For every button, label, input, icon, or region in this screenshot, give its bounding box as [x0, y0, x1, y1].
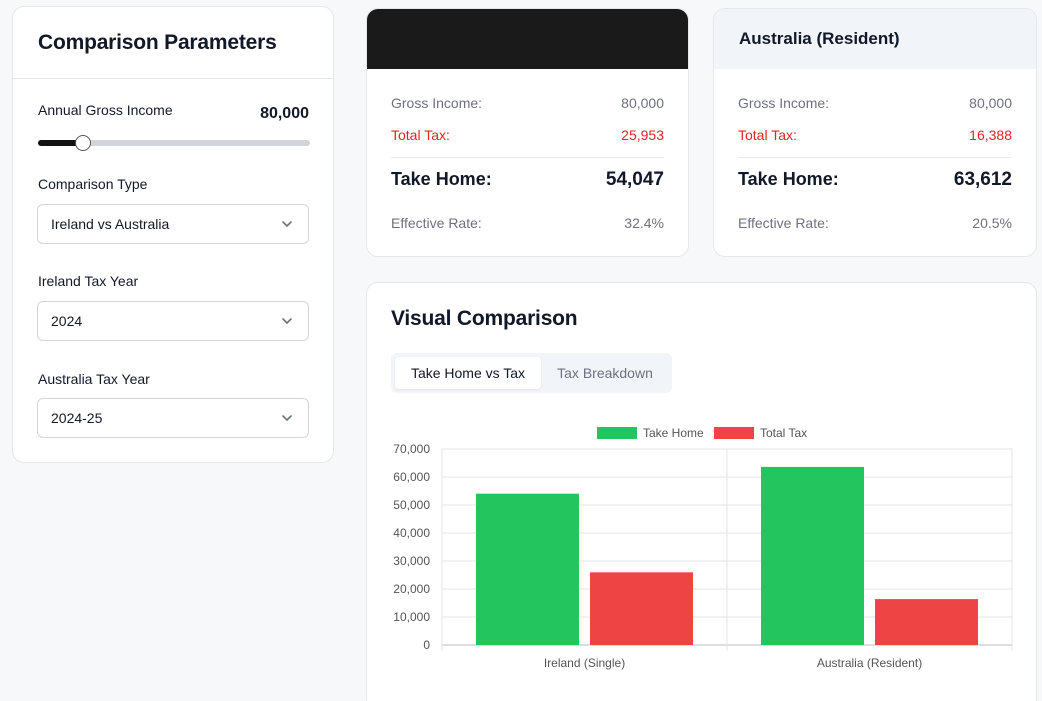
effective-rate-label: Effective Rate:	[738, 215, 829, 231]
effective-rate-value: 20.5%	[972, 215, 1012, 231]
take-home-row: Take Home: 54,047	[391, 169, 664, 191]
legend-label: Take Home	[643, 426, 704, 440]
visual-comparison-card: Visual Comparison Take Home vs Tax Tax B…	[366, 282, 1037, 701]
total-tax-row: Total Tax: 25,953	[391, 127, 664, 143]
params-header: Comparison Parameters	[13, 7, 333, 79]
divider	[391, 157, 664, 158]
x-tick-label: Ireland (Single)	[544, 656, 625, 670]
ireland-result-card: Gross Income: 80,000 Total Tax: 25,953 T…	[366, 8, 689, 257]
ireland-year-value: 2024	[51, 313, 83, 329]
comparison-type-label: Comparison Type	[38, 176, 148, 192]
bar-take-home	[761, 466, 864, 645]
chart-tabs: Take Home vs Tax Tax Breakdown	[391, 353, 672, 393]
y-tick-label: 10,000	[393, 610, 430, 624]
bar-take-home	[476, 493, 579, 645]
income-value: 80,000	[260, 105, 309, 122]
legend-swatch	[597, 427, 637, 439]
effective-rate-value: 32.4%	[624, 215, 664, 231]
take-home-label: Take Home:	[738, 169, 839, 189]
x-tick-label: Australia (Resident)	[817, 656, 922, 670]
ireland-year-select[interactable]: 2024	[37, 301, 309, 341]
total-tax-label: Total Tax:	[738, 127, 797, 143]
effective-rate-row: Effective Rate: 32.4%	[391, 215, 664, 231]
income-label: Annual Gross Income	[38, 102, 173, 118]
y-tick-label: 50,000	[393, 498, 430, 512]
chevron-down-icon	[282, 221, 292, 227]
chevron-down-icon	[282, 415, 292, 421]
australia-result-card: Australia (Resident) Gross Income: 80,00…	[713, 8, 1037, 257]
total-tax-label: Total Tax:	[391, 127, 450, 143]
take-home-value: 63,612	[953, 169, 1012, 190]
legend-swatch	[714, 427, 754, 439]
comparison-type-value: Ireland vs Australia	[51, 216, 170, 232]
gross-income-label: Gross Income:	[391, 95, 483, 111]
y-tick-label: 40,000	[393, 526, 430, 540]
effective-rate-label: Effective Rate:	[391, 215, 482, 231]
y-tick-label: 30,000	[393, 554, 430, 568]
total-tax-value: 16,388	[969, 127, 1012, 143]
gross-income-value: 80,000	[969, 95, 1012, 111]
divider	[738, 157, 1012, 158]
bar-total-tax	[875, 599, 978, 645]
effective-rate-row: Effective Rate: 20.5%	[738, 215, 1012, 231]
income-slider-fill	[38, 140, 83, 146]
australia-card-header: Australia (Resident)	[714, 9, 1036, 69]
chevron-down-icon	[282, 318, 292, 324]
australia-year-label: Australia Tax Year	[38, 371, 150, 387]
y-tick-label: 0	[423, 638, 430, 652]
y-tick-label: 20,000	[393, 582, 430, 596]
params-title: Comparison Parameters	[38, 31, 277, 54]
gross-income-label: Gross Income:	[738, 95, 830, 111]
tab-tax-breakdown[interactable]: Tax Breakdown	[557, 365, 653, 381]
income-slider[interactable]	[38, 135, 310, 151]
total-tax-row: Total Tax: 16,388	[738, 127, 1012, 143]
tab-take-home-vs-tax[interactable]: Take Home vs Tax	[395, 357, 541, 389]
ireland-card-header	[367, 9, 688, 69]
gross-income-row: Gross Income: 80,000	[391, 95, 664, 111]
total-tax-value: 25,953	[621, 127, 664, 143]
take-home-value: 54,047	[605, 169, 664, 190]
bar-total-tax	[590, 572, 693, 645]
australia-year-select[interactable]: 2024-25	[37, 398, 309, 438]
comparison-parameters-card: Comparison Parameters Annual Gross Incom…	[12, 6, 334, 463]
comparison-type-select[interactable]: Ireland vs Australia	[37, 204, 309, 244]
comparison-bar-chart: 0 10,000 20,000 30,000 40,000 50,000 60,000 70,…	[393, 426, 1013, 670]
australia-year-value: 2024-25	[51, 410, 103, 426]
visual-comparison-title: Visual Comparison	[391, 307, 578, 330]
income-slider-thumb[interactable]	[74, 135, 91, 151]
take-home-label: Take Home:	[391, 169, 492, 189]
gross-income-row: Gross Income: 80,000	[738, 95, 1012, 111]
ireland-year-label: Ireland Tax Year	[38, 273, 139, 289]
take-home-row: Take Home: 63,612	[738, 169, 1012, 191]
y-tick-label: 60,000	[393, 470, 430, 484]
legend-label: Total Tax	[760, 426, 807, 440]
y-tick-label: 70,000	[393, 442, 430, 456]
gross-income-value: 80,000	[621, 95, 664, 111]
